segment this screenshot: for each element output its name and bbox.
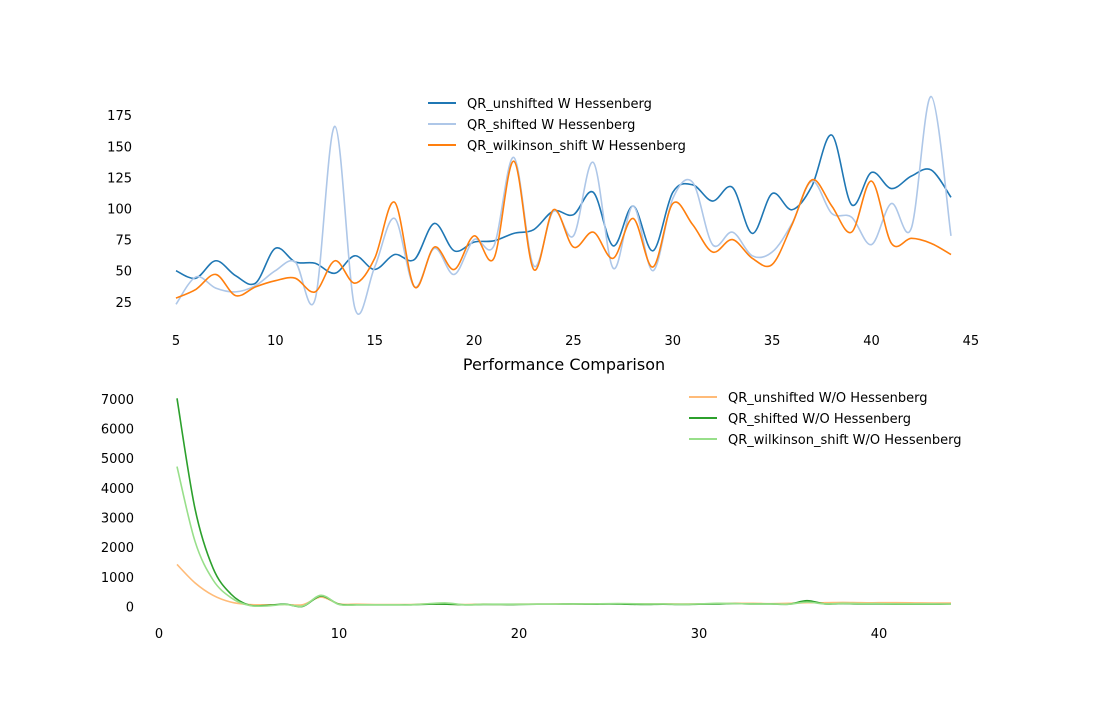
y-tick-label: 100 [107, 202, 132, 217]
y-tick-label: 0 [126, 601, 134, 616]
y-tick-label: 125 [107, 171, 132, 186]
x-tick-label: 0 [155, 627, 163, 642]
y-tick-label: 1000 [101, 571, 134, 586]
series-line-1-3 [175, 160, 952, 299]
x-tick-label: 35 [764, 334, 781, 349]
x-tick-label: 40 [871, 627, 888, 642]
y-tick-label: 75 [115, 234, 132, 249]
y-tick-label: 175 [107, 109, 132, 124]
x-tick-label: 40 [863, 334, 880, 349]
chart-title: Performance Comparison [463, 355, 665, 374]
legend-label: QR_shifted W Hessenberg [467, 118, 635, 133]
chart-panel-2: 0 10 20 30 40 0 1000 2000 3000 4000 5000 6000 7000 QR… [101, 391, 962, 642]
x-tick-label: 20 [511, 627, 528, 642]
legend-2: QR_unshifted W/O Hessenberg QR_shifted W/… [689, 391, 961, 448]
y-tick-label: 4000 [101, 482, 134, 497]
legend-label: QR_wilkinson_shift W Hessenberg [467, 139, 686, 154]
x-tick-label: 30 [691, 627, 708, 642]
x-tick-label: 10 [331, 627, 348, 642]
legend-label: QR_unshifted W/O Hessenberg [728, 391, 927, 406]
series-line-2-2 [176, 398, 951, 608]
x-tick-label: 30 [665, 334, 682, 349]
y-tick-label: 6000 [101, 423, 134, 438]
x-tick-label: 20 [466, 334, 483, 349]
y-tick-label: 50 [115, 265, 132, 280]
chart-panel-1: 5 10 15 20 25 30 35 40 45 25 50 75 100 125 150 175 QR_un… [107, 95, 980, 349]
legend-label: QR_wilkinson_shift W/O Hessenberg [728, 433, 961, 448]
series-line-1-1 [175, 134, 952, 286]
legend-label: QR_unshifted W Hessenberg [467, 97, 652, 112]
x-tick-label: 15 [366, 334, 383, 349]
x-tick-label: 10 [267, 334, 284, 349]
legend-1: QR_unshifted W Hessenberg QR_shifted W He… [428, 97, 686, 154]
y-tick-label: 25 [115, 296, 132, 311]
y-tick-label: 3000 [101, 512, 134, 527]
x-tick-label: 45 [963, 334, 980, 349]
y-tick-label: 150 [107, 140, 132, 155]
legend-label: QR_shifted W/O Hessenberg [728, 412, 911, 427]
y-tick-label: 2000 [101, 541, 134, 556]
y-tick-label: 5000 [101, 452, 134, 467]
x-tick-label: 5 [172, 334, 180, 349]
x-tick-label: 25 [565, 334, 582, 349]
series-line-2-1 [176, 563, 952, 606]
series-line-2-3 [176, 466, 952, 608]
y-tick-label: 7000 [101, 393, 134, 408]
